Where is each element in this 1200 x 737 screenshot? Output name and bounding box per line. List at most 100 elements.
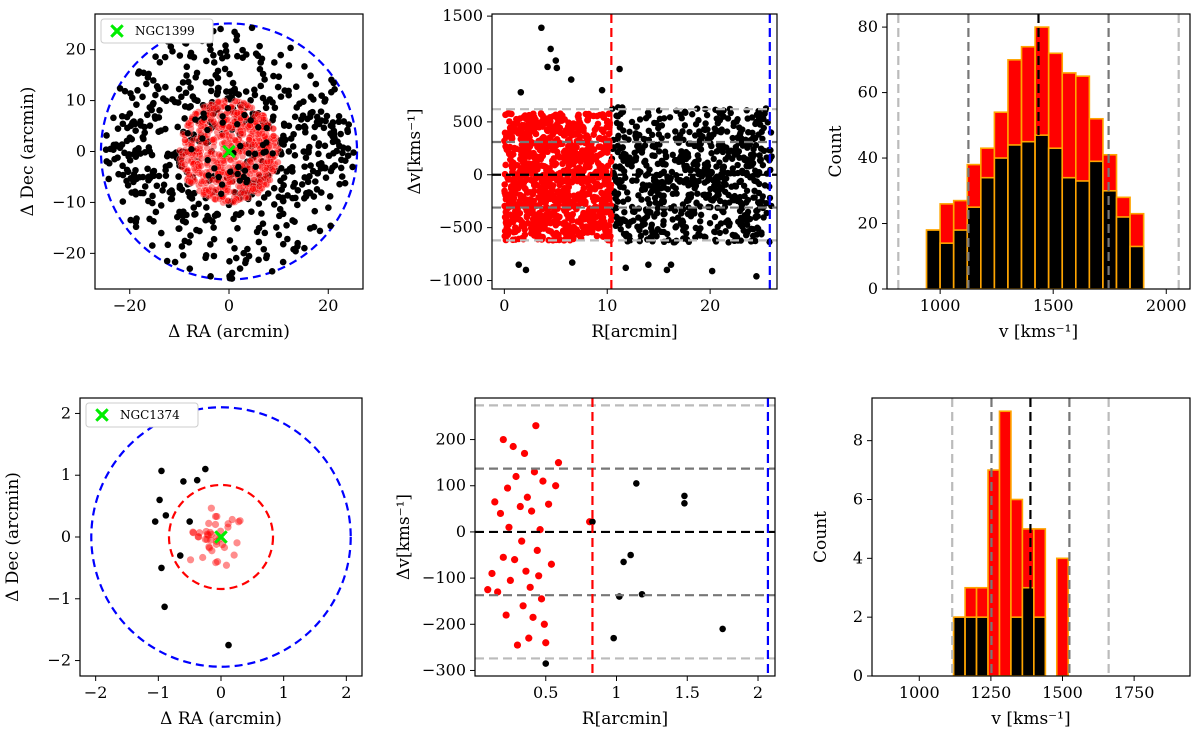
inner-point xyxy=(262,180,270,188)
outer-point xyxy=(673,190,680,197)
inner-point xyxy=(540,134,547,141)
outer-point xyxy=(758,231,765,238)
axes-frame xyxy=(886,13,1191,290)
outer-point xyxy=(259,220,267,228)
outer-point xyxy=(252,163,259,170)
inner-point xyxy=(230,551,238,559)
outer-point xyxy=(290,246,297,253)
outer-point xyxy=(697,132,705,139)
inner-point xyxy=(211,120,219,128)
outer-point xyxy=(150,217,157,225)
x-axis-label: v [kms⁻¹] xyxy=(998,322,1078,342)
inner-point xyxy=(538,162,546,169)
inner-point xyxy=(528,151,536,159)
outer-point xyxy=(287,44,294,52)
inner-point xyxy=(218,540,226,549)
outer-point xyxy=(162,512,170,519)
hist-bar-outer xyxy=(1010,616,1024,676)
outer-point xyxy=(208,98,216,106)
outer-point xyxy=(616,163,624,170)
inner-point xyxy=(574,218,581,225)
outer-point xyxy=(158,467,165,475)
outer-point xyxy=(620,198,627,205)
outer-point xyxy=(741,212,749,219)
outer-point xyxy=(711,228,719,236)
hist-bar-outer xyxy=(1021,586,1035,676)
inner-point xyxy=(503,220,510,228)
p2-ytick-label: 20 xyxy=(858,214,878,233)
inner-point xyxy=(199,553,207,562)
inner-point xyxy=(537,185,544,193)
inner-point xyxy=(240,99,248,107)
legend-marker xyxy=(110,24,124,38)
inner-point xyxy=(203,530,211,538)
hist-bar-outer xyxy=(1034,134,1050,289)
outer-point xyxy=(143,80,150,88)
inner-point xyxy=(533,546,541,554)
p4-ytick-label: −200 xyxy=(422,614,466,633)
outer-point xyxy=(222,47,230,55)
outer-point xyxy=(277,139,285,146)
outer-point xyxy=(714,179,722,186)
inner-point xyxy=(523,213,531,221)
outer-point xyxy=(124,168,132,176)
outer-point xyxy=(542,660,550,667)
outer-point xyxy=(284,192,291,199)
outer-point xyxy=(712,236,719,244)
outer-point xyxy=(301,124,309,132)
inner-point xyxy=(556,115,564,122)
inner-point xyxy=(499,553,507,561)
inner-point xyxy=(502,111,509,119)
p1-ytick-label: 1000 xyxy=(442,59,483,78)
inner-point xyxy=(225,122,233,131)
outer-point xyxy=(322,96,329,103)
inner-point xyxy=(246,157,254,165)
outer-point xyxy=(639,185,647,192)
outer-point xyxy=(245,252,253,260)
inner-point xyxy=(223,186,232,195)
inner-point xyxy=(529,215,537,223)
inner-point xyxy=(600,171,607,179)
inner-point xyxy=(528,507,536,515)
outer-point xyxy=(310,134,318,141)
outer-point xyxy=(139,173,147,181)
inner-point xyxy=(240,189,248,197)
outer-point xyxy=(725,222,733,229)
outer-point xyxy=(654,226,661,233)
inner-point xyxy=(255,171,263,179)
outer-point xyxy=(760,214,767,221)
inner-point xyxy=(269,125,277,133)
outer-point xyxy=(276,205,284,213)
inner-point xyxy=(517,146,525,154)
outer-point xyxy=(336,180,343,188)
outer-point xyxy=(671,207,679,214)
inner-point xyxy=(263,157,272,166)
outer-point xyxy=(145,176,152,184)
inner-point xyxy=(563,148,570,155)
outer-point xyxy=(710,155,717,163)
outer-point xyxy=(276,212,283,220)
inner-point xyxy=(231,97,239,105)
outer-point xyxy=(217,25,224,33)
outlier-point xyxy=(517,88,525,96)
inner-point xyxy=(195,529,204,537)
inner-point xyxy=(189,529,197,537)
outer-point xyxy=(185,239,193,246)
outer-point xyxy=(247,96,254,104)
outer-point xyxy=(313,113,321,121)
outer-point xyxy=(734,134,741,141)
inner-point xyxy=(237,189,245,197)
outer-point xyxy=(739,142,747,149)
inner-point xyxy=(536,119,543,127)
outer-point xyxy=(655,148,663,155)
outer-point xyxy=(159,187,166,194)
inner-point xyxy=(518,537,526,545)
inner-point xyxy=(596,161,603,169)
outer-point xyxy=(642,114,650,122)
inner-point xyxy=(521,124,529,131)
outer-point xyxy=(218,181,226,188)
outer-point xyxy=(310,193,318,200)
plot-area xyxy=(99,22,359,282)
center-marker xyxy=(222,144,236,159)
